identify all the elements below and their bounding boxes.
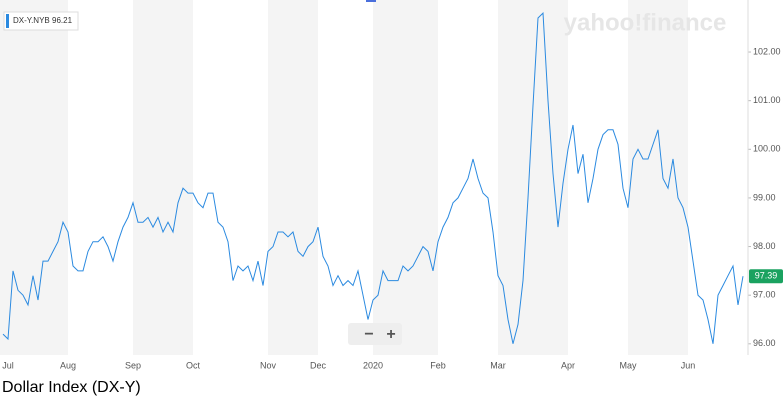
y-tick-label: 101.00 <box>753 95 781 105</box>
y-tick-label: 96.00 <box>753 338 776 348</box>
y-tick-label: 97.00 <box>753 290 776 300</box>
zoom-box <box>348 323 402 345</box>
x-tick-label: Feb <box>430 360 446 370</box>
y-tick-label: 99.00 <box>753 192 776 202</box>
last-value-label: 97.39 <box>755 271 778 281</box>
month-bands <box>0 0 688 355</box>
legend-label: DX-Y.NYB <box>13 16 50 25</box>
plot <box>2 11 744 344</box>
month-band <box>0 0 68 355</box>
x-tick-label: Sep <box>125 360 141 370</box>
month-band <box>373 0 438 355</box>
y-tick-label: 100.00 <box>753 144 781 154</box>
zoom-controls: − + <box>348 323 402 345</box>
month-band <box>628 0 688 355</box>
x-tick-label: Dec <box>310 360 327 370</box>
drag-handle[interactable] <box>366 0 376 2</box>
month-band <box>498 0 568 355</box>
y-tick-label: 102.00 <box>753 46 781 56</box>
x-tick-label: Apr <box>561 360 575 370</box>
x-tick-label: May <box>619 360 637 370</box>
x-tick-label: Oct <box>186 360 201 370</box>
chart-title: Dollar Index (DX-Y) <box>2 379 141 396</box>
legend-swatch <box>6 14 9 28</box>
last-value-tag <box>749 269 783 284</box>
legend: DX-Y.NYB 96.21 <box>3 11 79 31</box>
zoom-out-button[interactable]: − <box>364 326 373 343</box>
x-tick-label: 2020 <box>363 360 383 370</box>
x-tick-label: Nov <box>260 360 277 370</box>
month-band <box>268 0 318 355</box>
price-line <box>2 11 744 344</box>
watermark: yahoo!finance <box>564 9 727 36</box>
month-band <box>133 0 193 355</box>
legend-value: 96.21 <box>52 16 73 25</box>
legend-box <box>3 11 79 31</box>
x-tick-label: Aug <box>60 360 76 370</box>
zoom-in-button[interactable]: + <box>386 326 395 343</box>
y-tick-label: 98.00 <box>753 241 776 251</box>
x-tick-label: Mar <box>490 360 506 370</box>
x-tick-label: Jun <box>681 360 696 370</box>
x-tick-label: Jul <box>2 360 14 370</box>
